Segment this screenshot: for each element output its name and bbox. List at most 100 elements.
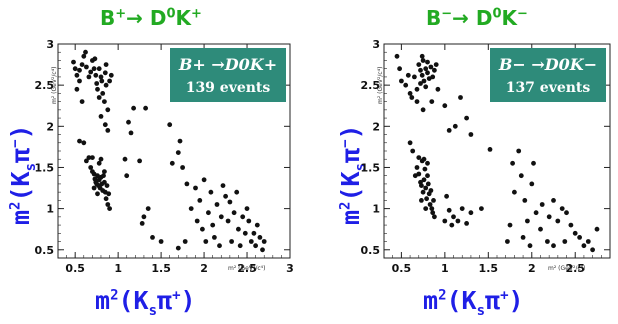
panel2-point-94 [568,222,574,228]
panel1-point-24 [96,95,102,100]
panel2-point-23 [414,99,420,104]
panel1-point-110 [248,239,254,244]
panel1-point-90 [206,210,211,216]
panel1-point-113 [254,222,260,228]
panel2-point-83 [529,181,535,187]
panel1-point-29 [98,114,104,119]
panel2-point-2 [399,78,404,84]
panel2-point-45 [427,202,433,207]
panel2-point-41 [424,196,429,202]
panel2-point-97 [581,243,587,249]
panel2-point-46 [428,188,434,193]
panel2-point-57 [446,127,452,133]
panel1-point-11 [91,66,97,72]
panel1-point-19 [102,99,107,104]
panel1-point-31 [105,127,111,133]
panel2-point-102 [531,160,536,166]
panel2-point-15 [425,70,430,76]
panel1-point-1 [72,66,78,72]
panel2-point-1 [397,66,402,72]
panel2-point-79 [520,235,526,240]
panel1-point-75 [150,235,155,240]
panel2-y-tick-label-1: 1 [372,203,380,216]
panel1-y-tick-label-5: 3 [46,38,54,51]
panel1-y-tick-label-2: 1.5 [35,161,55,174]
panel2-point-22 [423,84,429,90]
panel1-legend-decay: B+ →D0K+ [178,55,277,74]
panel2-point-82 [527,243,533,249]
panel1-point-116 [261,239,267,244]
panel2-point-3 [403,82,409,88]
panel1-point-36 [86,155,92,161]
panel1-point-34 [81,140,87,146]
panel1-point-88 [201,177,207,183]
panel1-point-91 [208,189,214,195]
panel2-point-59 [458,95,463,100]
panel2-point-70 [449,222,455,228]
panel2-point-80 [522,198,528,203]
panel2-point-39 [422,166,428,172]
panel2-point-28 [419,53,425,59]
panel1-point-27 [103,62,109,67]
panel2-y-tick-label-2: 1.5 [361,161,381,174]
panel1-point-103 [234,189,240,195]
panel2-point-4 [405,72,411,78]
panel1-point-111 [251,230,257,236]
panel2-point-24 [420,107,426,113]
panel1-point-12 [93,72,99,78]
panel1-x-axis-small-label: m² (GeV²/c⁴) [228,265,265,272]
panel1-point-15 [96,66,102,72]
panel1-point-65 [126,119,131,125]
panel2-point-7 [412,74,417,80]
panel2-point-95 [572,230,578,236]
panel2-x-tick-label-1: 1 [441,262,449,275]
panel1-point-92 [210,222,216,228]
panel1-point-57 [107,206,112,212]
panel2-point-71 [479,206,484,212]
panel2-point-12 [420,58,426,63]
panel1-point-35 [84,158,89,164]
panel2-x-tick-label-2: 1.5 [479,262,499,275]
panel2-point-43 [425,181,431,187]
x-axis-label-left: m2(Ksπ+) [95,286,196,319]
panel1-point-53 [103,196,109,202]
panel1-point-16 [98,74,104,80]
panel1-y-tick-label-4: 2.5 [35,79,55,92]
panel2-point-18 [430,74,436,80]
panel2-point-75 [510,160,515,166]
panel2-point-0 [394,53,400,59]
panel1-point-20 [102,70,108,76]
panel2-point-58 [452,123,458,129]
panel2-point-29 [407,140,413,146]
panel2-point-81 [525,218,530,224]
panel-title-left: B+→ D0K+ [100,6,202,30]
panel1-point-13 [94,81,100,86]
panel2-point-42 [425,173,430,179]
panel2-y-tick-label-3: 2 [372,120,380,133]
panel2-point-51 [416,155,422,161]
panel1-point-21 [103,82,109,88]
panel1-point-94 [214,202,220,207]
panel1-y-tick-label-0: 0.5 [35,244,55,257]
panel1-point-2 [74,72,80,78]
panel1-point-81 [180,165,186,170]
panel1-point-78 [169,160,175,166]
panel2-point-65 [455,218,461,224]
panel1-point-60 [90,155,95,161]
panel2-x-axis-small-label: m² (GeV²/c⁴) [548,265,585,272]
panel2-point-32 [414,165,420,170]
panel1-point-6 [83,49,88,55]
panel1-legend-box [170,48,286,102]
panel2-point-49 [431,198,436,203]
panel1-point-55 [105,202,111,207]
panel2-point-76 [512,189,517,195]
panel2-point-33 [416,171,422,177]
panel2-point-50 [432,214,437,220]
panel2-point-6 [409,95,415,100]
panel2-point-40 [423,185,429,191]
panel2-point-62 [444,193,449,199]
panel1-point-71 [124,173,130,179]
panel2-point-56 [442,103,448,109]
panel1-y-tick-label-1: 1 [46,203,54,216]
